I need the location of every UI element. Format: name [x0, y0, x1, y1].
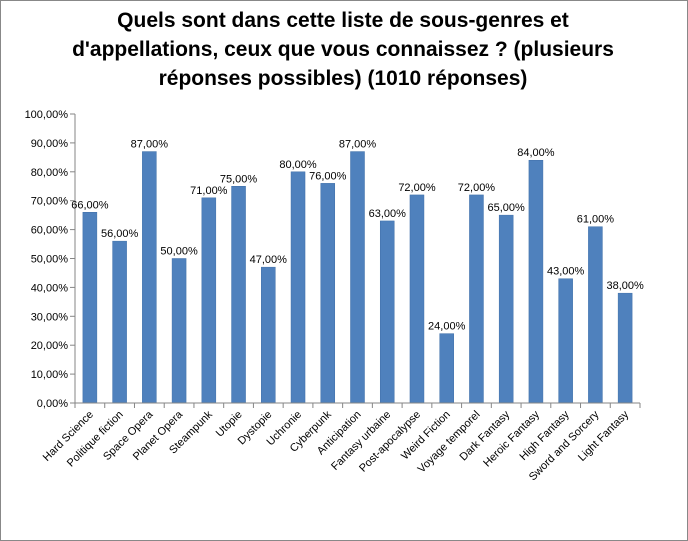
y-tick-label: 30,00% — [31, 311, 69, 323]
data-label: 43,00% — [547, 266, 585, 278]
data-label: 38,00% — [606, 280, 644, 292]
data-label: 87,00% — [339, 139, 377, 151]
data-label: 72,00% — [398, 182, 436, 194]
data-label: 50,00% — [160, 246, 198, 258]
data-label: 76,00% — [309, 170, 347, 182]
bar — [528, 159, 544, 404]
chart-title-line-1: Quels sont dans cette liste de sous-genr… — [117, 9, 569, 32]
bar — [290, 171, 306, 404]
y-tick-label: 40,00% — [31, 282, 69, 294]
data-label: 87,00% — [131, 139, 169, 151]
y-tick-label: 20,00% — [31, 340, 69, 352]
data-label: 24,00% — [428, 321, 466, 333]
bar — [112, 240, 127, 404]
data-label: 61,00% — [577, 214, 615, 226]
bar — [588, 226, 603, 404]
chart-title-line-2: d'appellations, ceux que vous connaissez… — [72, 38, 614, 61]
bars — [82, 151, 633, 404]
data-label: 65,00% — [488, 202, 526, 214]
chart-title-line-3: réponses possibles) (1010 réponses) — [158, 67, 528, 90]
bar — [617, 292, 633, 404]
y-tick-label: 70,00% — [31, 196, 69, 208]
bar — [231, 186, 246, 404]
bar — [439, 333, 454, 404]
y-tick-label: 60,00% — [31, 225, 69, 237]
category-label: Hard Science — [41, 409, 96, 464]
y-tick-label: 90,00% — [31, 138, 69, 150]
y-tick-label: 0,00% — [37, 398, 68, 410]
bar — [379, 220, 395, 404]
data-label: 66,00% — [71, 199, 109, 211]
data-label: 71,00% — [190, 185, 228, 197]
y-tick-label: 50,00% — [31, 254, 69, 266]
y-axis: 0,00% 10,00% 20,00% 30,00% 40,00% 50,00% 60,00… — [25, 109, 76, 410]
y-tick-label: 80,00% — [31, 167, 69, 179]
bar — [409, 194, 425, 404]
bar — [171, 258, 187, 404]
data-label: 75,00% — [220, 173, 258, 185]
y-tick-label: 10,00% — [31, 369, 69, 381]
y-tick-label: 100,00% — [25, 109, 69, 121]
bar — [498, 214, 514, 404]
data-label: 80,00% — [279, 159, 317, 171]
data-labels: 66,00% 56,00% 87,00% 50,00% 71,00%75,00% 47,0… — [71, 139, 644, 333]
data-label: 72,00% — [458, 182, 496, 194]
bar — [82, 212, 98, 404]
bar — [558, 278, 573, 404]
data-label: 47,00% — [250, 254, 288, 266]
bar — [261, 266, 276, 404]
data-label: 63,00% — [369, 208, 407, 220]
bar — [469, 194, 484, 404]
bar — [320, 183, 336, 404]
bar — [142, 151, 157, 404]
data-label: 84,00% — [517, 147, 555, 159]
chart-title: Quels sont dans cette liste de sous-genr… — [40, 6, 646, 93]
bar — [350, 151, 365, 404]
bar — [201, 197, 217, 404]
data-label: 56,00% — [101, 228, 139, 240]
